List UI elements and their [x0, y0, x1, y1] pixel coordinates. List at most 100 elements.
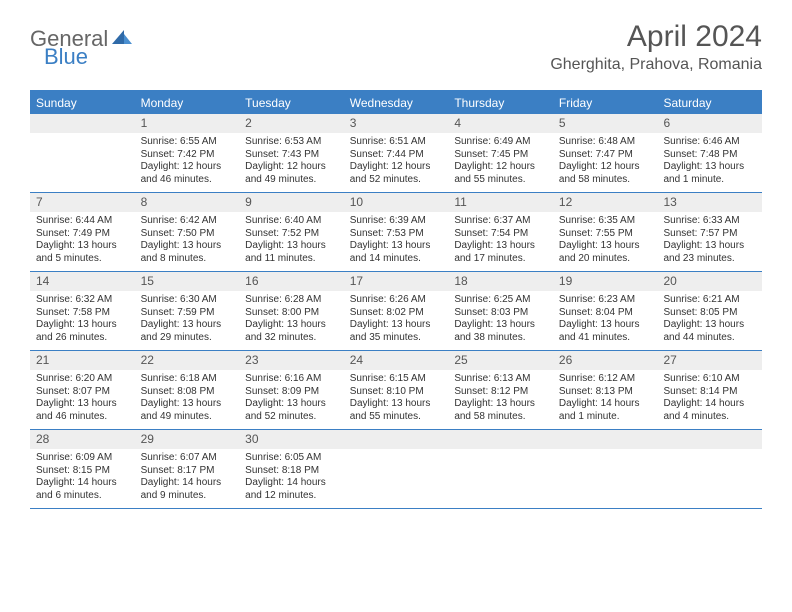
day-body: Sunrise: 6:44 AMSunset: 7:49 PMDaylight:…: [30, 212, 135, 271]
day-body: Sunrise: 6:26 AMSunset: 8:02 PMDaylight:…: [344, 291, 449, 350]
sunset-text: Sunset: 8:18 PM: [245, 465, 338, 478]
sunrise-text: Sunrise: 6:55 AM: [141, 136, 234, 149]
daylight-text: Daylight: 12 hours and 46 minutes.: [141, 161, 234, 186]
day-body: Sunrise: 6:49 AMSunset: 7:45 PMDaylight:…: [448, 133, 553, 192]
day-number: 18: [448, 272, 553, 291]
day-body: Sunrise: 6:55 AMSunset: 7:42 PMDaylight:…: [135, 133, 240, 192]
day-body: Sunrise: 6:28 AMSunset: 8:00 PMDaylight:…: [239, 291, 344, 350]
sunset-text: Sunset: 8:03 PM: [454, 307, 547, 320]
day-cell-25: 25Sunrise: 6:13 AMSunset: 8:12 PMDayligh…: [448, 351, 553, 429]
day-cell-17: 17Sunrise: 6:26 AMSunset: 8:02 PMDayligh…: [344, 272, 449, 350]
day-cell-28: 28Sunrise: 6:09 AMSunset: 8:15 PMDayligh…: [30, 430, 135, 508]
day-number: 15: [135, 272, 240, 291]
daylight-text: Daylight: 13 hours and 58 minutes.: [454, 398, 547, 423]
daylight-text: Daylight: 13 hours and 52 minutes.: [245, 398, 338, 423]
sunset-text: Sunset: 7:49 PM: [36, 228, 129, 241]
daylight-text: Daylight: 14 hours and 12 minutes.: [245, 477, 338, 502]
week-row: .1Sunrise: 6:55 AMSunset: 7:42 PMDayligh…: [30, 114, 762, 193]
day-cell-26: 26Sunrise: 6:12 AMSunset: 8:13 PMDayligh…: [553, 351, 658, 429]
day-number: 8: [135, 193, 240, 212]
daylight-text: Daylight: 12 hours and 55 minutes.: [454, 161, 547, 186]
day-number: 24: [344, 351, 449, 370]
day-number: 14: [30, 272, 135, 291]
daylight-text: Daylight: 13 hours and 20 minutes.: [559, 240, 652, 265]
day-number: 29: [135, 430, 240, 449]
weekday-tuesday: Tuesday: [239, 92, 344, 114]
day-body: Sunrise: 6:09 AMSunset: 8:15 PMDaylight:…: [30, 449, 135, 508]
day-cell-12: 12Sunrise: 6:35 AMSunset: 7:55 PMDayligh…: [553, 193, 658, 271]
sunset-text: Sunset: 8:10 PM: [350, 386, 443, 399]
weekday-header-row: SundayMondayTuesdayWednesdayThursdayFrid…: [30, 92, 762, 114]
day-body: Sunrise: 6:10 AMSunset: 8:14 PMDaylight:…: [657, 370, 762, 429]
sunrise-text: Sunrise: 6:05 AM: [245, 452, 338, 465]
day-number: 23: [239, 351, 344, 370]
day-cell-10: 10Sunrise: 6:39 AMSunset: 7:53 PMDayligh…: [344, 193, 449, 271]
day-number: 27: [657, 351, 762, 370]
weekday-saturday: Saturday: [657, 92, 762, 114]
day-body: Sunrise: 6:53 AMSunset: 7:43 PMDaylight:…: [239, 133, 344, 192]
sunset-text: Sunset: 7:59 PM: [141, 307, 234, 320]
sunset-text: Sunset: 7:43 PM: [245, 149, 338, 162]
day-cell-5: 5Sunrise: 6:48 AMSunset: 7:47 PMDaylight…: [553, 114, 658, 192]
day-body: Sunrise: 6:37 AMSunset: 7:54 PMDaylight:…: [448, 212, 553, 271]
sunrise-text: Sunrise: 6:49 AM: [454, 136, 547, 149]
empty-cell: .: [30, 114, 135, 192]
daylight-text: Daylight: 13 hours and 38 minutes.: [454, 319, 547, 344]
daylight-text: Daylight: 14 hours and 6 minutes.: [36, 477, 129, 502]
day-body: Sunrise: 6:42 AMSunset: 7:50 PMDaylight:…: [135, 212, 240, 271]
sunset-text: Sunset: 8:05 PM: [663, 307, 756, 320]
day-number: .: [344, 430, 449, 449]
sunset-text: Sunset: 7:55 PM: [559, 228, 652, 241]
day-number: 10: [344, 193, 449, 212]
location-text: Gherghita, Prahova, Romania: [550, 56, 762, 74]
day-cell-20: 20Sunrise: 6:21 AMSunset: 8:05 PMDayligh…: [657, 272, 762, 350]
day-number: 28: [30, 430, 135, 449]
sunset-text: Sunset: 8:08 PM: [141, 386, 234, 399]
day-body: Sunrise: 6:39 AMSunset: 7:53 PMDaylight:…: [344, 212, 449, 271]
day-number: 4: [448, 114, 553, 133]
sunset-text: Sunset: 8:00 PM: [245, 307, 338, 320]
day-number: 2: [239, 114, 344, 133]
sunrise-text: Sunrise: 6:53 AM: [245, 136, 338, 149]
day-cell-3: 3Sunrise: 6:51 AMSunset: 7:44 PMDaylight…: [344, 114, 449, 192]
month-title: April 2024: [550, 20, 762, 54]
day-body: Sunrise: 6:16 AMSunset: 8:09 PMDaylight:…: [239, 370, 344, 429]
sunset-text: Sunset: 7:42 PM: [141, 149, 234, 162]
brand-part2: Blue: [44, 44, 88, 69]
day-body: Sunrise: 6:32 AMSunset: 7:58 PMDaylight:…: [30, 291, 135, 350]
day-body: Sunrise: 6:13 AMSunset: 8:12 PMDaylight:…: [448, 370, 553, 429]
sunrise-text: Sunrise: 6:48 AM: [559, 136, 652, 149]
sunrise-text: Sunrise: 6:30 AM: [141, 294, 234, 307]
day-cell-18: 18Sunrise: 6:25 AMSunset: 8:03 PMDayligh…: [448, 272, 553, 350]
sunrise-text: Sunrise: 6:32 AM: [36, 294, 129, 307]
daylight-text: Daylight: 13 hours and 26 minutes.: [36, 319, 129, 344]
sunset-text: Sunset: 7:53 PM: [350, 228, 443, 241]
day-number: .: [553, 430, 658, 449]
empty-cell: .: [344, 430, 449, 508]
daylight-text: Daylight: 13 hours and 8 minutes.: [141, 240, 234, 265]
day-number: 25: [448, 351, 553, 370]
daylight-text: Daylight: 13 hours and 55 minutes.: [350, 398, 443, 423]
sunset-text: Sunset: 7:57 PM: [663, 228, 756, 241]
daylight-text: Daylight: 12 hours and 49 minutes.: [245, 161, 338, 186]
sunset-text: Sunset: 7:47 PM: [559, 149, 652, 162]
weekday-sunday: Sunday: [30, 92, 135, 114]
sunset-text: Sunset: 8:14 PM: [663, 386, 756, 399]
daylight-text: Daylight: 13 hours and 14 minutes.: [350, 240, 443, 265]
sunrise-text: Sunrise: 6:33 AM: [663, 215, 756, 228]
daylight-text: Daylight: 12 hours and 52 minutes.: [350, 161, 443, 186]
day-body: Sunrise: 6:23 AMSunset: 8:04 PMDaylight:…: [553, 291, 658, 350]
empty-cell: .: [657, 430, 762, 508]
day-number: .: [30, 114, 135, 133]
day-cell-15: 15Sunrise: 6:30 AMSunset: 7:59 PMDayligh…: [135, 272, 240, 350]
daylight-text: Daylight: 13 hours and 17 minutes.: [454, 240, 547, 265]
day-cell-14: 14Sunrise: 6:32 AMSunset: 7:58 PMDayligh…: [30, 272, 135, 350]
daylight-text: Daylight: 13 hours and 46 minutes.: [36, 398, 129, 423]
sunrise-text: Sunrise: 6:09 AM: [36, 452, 129, 465]
day-cell-19: 19Sunrise: 6:23 AMSunset: 8:04 PMDayligh…: [553, 272, 658, 350]
day-number: 9: [239, 193, 344, 212]
day-cell-2: 2Sunrise: 6:53 AMSunset: 7:43 PMDaylight…: [239, 114, 344, 192]
day-number: 22: [135, 351, 240, 370]
sunrise-text: Sunrise: 6:44 AM: [36, 215, 129, 228]
sunrise-text: Sunrise: 6:20 AM: [36, 373, 129, 386]
